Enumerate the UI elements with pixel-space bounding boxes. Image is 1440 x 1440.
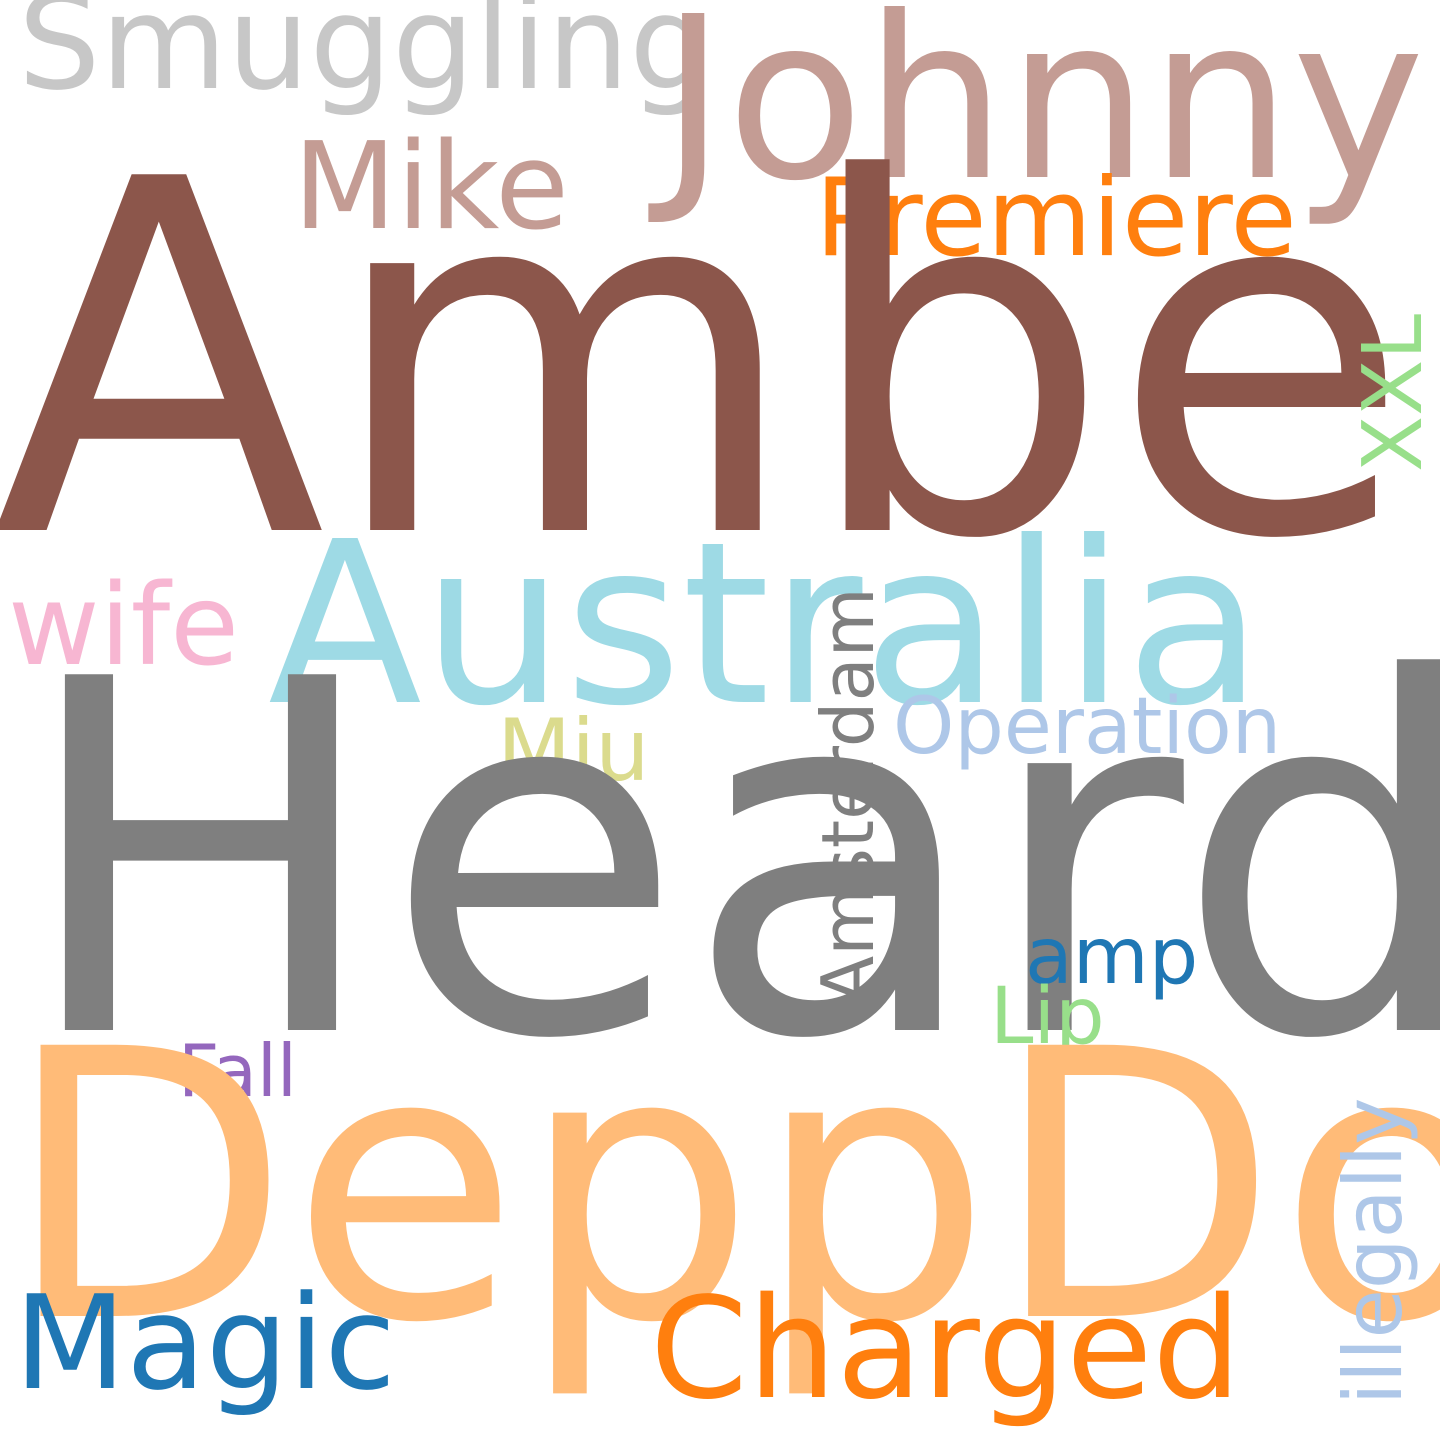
word-charged: Charged [650, 1268, 1242, 1431]
word-johnny: Johnny [660, 0, 1425, 231]
word-australia: Australia [268, 494, 1264, 756]
word-miu: Miu [497, 701, 650, 801]
word-fall: Fall [178, 1029, 297, 1113]
word-amber: Amber [0, 78, 1440, 646]
word-xxl: XXL [1346, 313, 1440, 472]
word-amp: amp [1025, 912, 1199, 1002]
word-mike: Mike [293, 118, 569, 257]
word-wife: wife [8, 561, 240, 691]
word-smuggling: Smuggling [18, 0, 712, 119]
word-premiere: Premiere [815, 156, 1297, 281]
word-heard: Heard [17, 578, 1440, 1146]
word-depp-dog: DeppDog [4, 971, 1440, 1404]
word-lip: Lip [990, 972, 1105, 1062]
word-operation: Operation [893, 682, 1282, 772]
word-magic: Magic [14, 1267, 396, 1419]
word-illegally: illegally [1327, 1097, 1420, 1406]
